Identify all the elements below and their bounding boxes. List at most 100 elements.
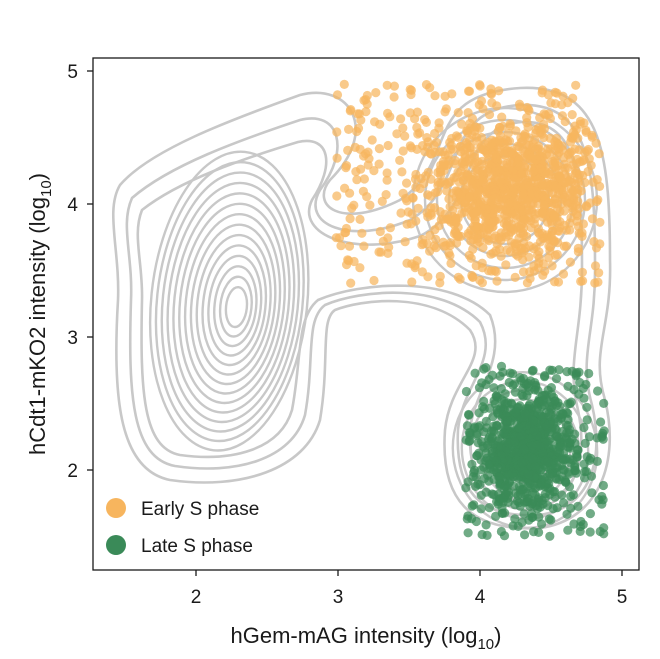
scatter-point	[417, 234, 428, 245]
scatter-point	[510, 239, 520, 249]
scatter-point	[571, 159, 581, 169]
scatter-point	[599, 398, 609, 408]
scatter-point	[408, 193, 418, 203]
scatter-point	[378, 236, 388, 246]
scatter-point	[444, 178, 454, 188]
scatter-point	[579, 422, 589, 433]
scatter-point	[491, 246, 501, 256]
legend-label-late: Late S phase	[141, 536, 253, 557]
scatter-point	[543, 188, 554, 198]
scatter-point	[561, 241, 572, 251]
scatter-point	[563, 525, 573, 535]
scatter-point	[485, 181, 495, 192]
scatter-point	[531, 192, 542, 202]
scatter-point	[558, 269, 569, 279]
scatter-point	[534, 253, 544, 263]
scatter-point	[498, 508, 508, 518]
scatter-point	[529, 416, 539, 426]
plot-frame	[92, 57, 640, 571]
scatter-point	[560, 477, 571, 487]
scatter-point	[554, 365, 564, 375]
scatter-point	[431, 137, 441, 147]
scatter-point	[538, 397, 548, 407]
scatter-point	[402, 178, 412, 188]
scatter-point	[594, 149, 604, 159]
scatter-point	[361, 107, 371, 117]
scatter-point	[443, 150, 453, 160]
scatter-point	[334, 233, 345, 243]
scatter-point	[571, 80, 581, 90]
scatter-point	[523, 382, 533, 392]
scatter-point	[518, 228, 528, 238]
scatter-point	[445, 202, 455, 212]
scatter-point	[537, 478, 547, 488]
scatter-point	[398, 188, 408, 198]
scatter-point	[341, 227, 351, 238]
scatter-point	[381, 190, 391, 200]
scatter-point	[554, 226, 564, 236]
scatter-point	[511, 249, 521, 259]
scatter-point	[499, 428, 509, 438]
y-axis-label: hCdt1-mKO2 intensity (log10)	[25, 173, 55, 455]
scatter-point	[597, 499, 607, 509]
scatter-point	[544, 169, 554, 179]
scatter-point	[595, 217, 605, 227]
scatter-point	[507, 468, 517, 479]
scatter-point	[519, 444, 529, 455]
scatter-point	[562, 367, 572, 377]
legend-label-early: Early S phase	[141, 499, 259, 520]
scatter-point	[481, 363, 491, 373]
scatter-point	[472, 179, 482, 189]
scatter-point	[525, 399, 535, 409]
scatter-point	[481, 520, 491, 530]
scatter-point	[573, 247, 584, 257]
scatter-point	[599, 529, 609, 539]
scatter-point	[453, 132, 463, 142]
scatter-point	[551, 374, 562, 384]
contour-line	[166, 181, 296, 424]
scatter-point	[523, 496, 533, 507]
scatter-point	[508, 187, 518, 197]
contour-line	[213, 265, 258, 348]
scatter-point	[481, 379, 491, 390]
scatter-point	[501, 135, 511, 145]
scatter-point	[423, 137, 433, 147]
scatter-point	[462, 421, 472, 431]
scatter-point	[572, 188, 583, 198]
scatter-point	[517, 458, 527, 468]
scatter-point	[582, 402, 592, 412]
scatter-point	[568, 93, 578, 103]
scatter-point	[550, 194, 560, 204]
contour-line	[201, 244, 268, 367]
scatter-point	[553, 447, 563, 457]
scatter-point	[421, 117, 431, 127]
scatter-point	[565, 257, 576, 267]
scatter-point	[484, 503, 494, 513]
scatter-point	[495, 123, 505, 133]
scatter-point	[580, 177, 590, 188]
scatter-point	[527, 207, 537, 217]
scatter-point	[580, 438, 590, 448]
scatter-point	[530, 462, 540, 472]
scatter-point	[417, 267, 427, 277]
scatter-point	[511, 448, 522, 458]
y-tick-label: 5	[67, 62, 78, 83]
scatter-point	[469, 500, 479, 510]
scatter-point	[524, 241, 534, 251]
scatter-point	[478, 228, 488, 238]
scatter-point	[559, 465, 569, 475]
scatter-point	[343, 145, 353, 155]
scatter-point	[357, 228, 367, 238]
scatter-point	[430, 188, 440, 198]
scatter-point	[516, 375, 526, 386]
scatter-point	[552, 503, 562, 513]
scatter-point	[345, 188, 355, 198]
scatter-point	[405, 84, 415, 95]
scatter-point	[423, 167, 433, 177]
scatter-point	[476, 490, 486, 500]
scatter-point	[561, 225, 572, 235]
scatter-point	[518, 190, 528, 200]
y-tick-label: 2	[67, 461, 78, 482]
scatter-point	[504, 377, 514, 388]
scatter-point	[426, 210, 436, 220]
